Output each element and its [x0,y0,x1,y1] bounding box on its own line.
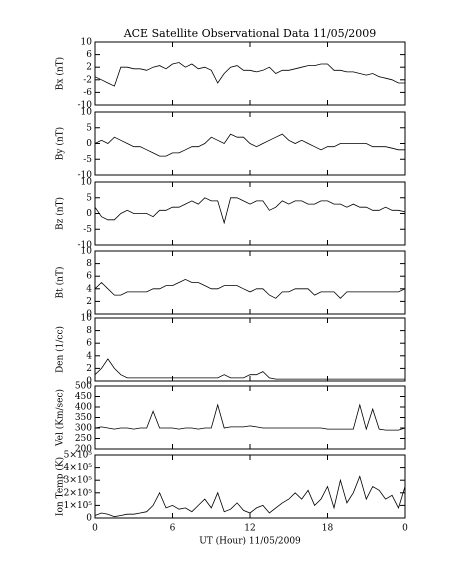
panel-frame [94,385,406,450]
y-tick-label: 400 [75,403,92,413]
data-line [94,475,406,518]
y-tick-label: 4×10⁵ [64,463,93,473]
y-axis-label: Vel (Km/sec) [55,389,66,447]
y-tick-label: 2 [86,297,92,307]
y-tick-label: -5 [83,155,92,165]
y-tick-label: 6 [86,272,92,282]
y-tick-label: -10 [78,171,93,181]
data-line [94,358,405,380]
y-tick-label: 2 [86,364,92,374]
y-tick-label: 1×10⁵ [64,501,93,511]
x-tick-label: 12 [244,524,255,534]
y-tick-label: 6 [86,339,92,349]
panel-frame [94,317,406,382]
y-tick-label: 450 [75,392,92,402]
y-tick-label: 10 [81,178,93,188]
y-tick-label: 300 [75,424,92,434]
y-tick-label: 0 [86,514,92,524]
chart-title: ACE Satellite Observational Data 11/05/2… [123,27,377,40]
x-tick-label: 0 [92,524,98,534]
data-line [94,62,405,87]
y-tick-label: 500 [75,382,92,392]
x-tick-label: 0 [402,524,408,534]
x-tick-label: 6 [170,524,176,534]
y-tick-label: 0 [86,139,92,149]
y-tick-label: -10 [78,241,93,251]
y-tick-label: 0 [86,209,92,219]
y-tick-label: 10 [81,108,93,118]
y-tick-label: -6 [83,88,92,98]
x-axis-label: UT (Hour) 11/05/2009 [199,536,301,547]
data-line [94,403,406,431]
y-axis-label: Ion Temp (K) [55,457,66,516]
y-tick-label: 10 [81,314,93,324]
y-tick-label: 350 [75,413,92,423]
data-line [94,197,406,225]
y-tick-label: -10 [78,101,93,111]
y-axis-label: By (nT) [55,127,66,160]
y-tick-label: 3×10⁵ [64,476,93,486]
y-tick-label: 10 [81,38,93,48]
y-tick-label: 200 [75,445,92,455]
y-tick-label: 2 [86,63,92,73]
data-line [94,133,405,157]
y-tick-label: -2 [83,75,92,85]
y-axis-label: Bt (nT) [55,267,66,299]
y-tick-label: 2×10⁵ [64,488,93,498]
panel-frame [94,454,406,519]
y-tick-label: 0 [86,377,92,387]
data-line [94,278,406,299]
x-tick-label: 18 [322,524,334,534]
y-axis-label: Den (1/cc) [55,326,66,373]
y-tick-label: -5 [83,225,92,235]
y-tick-label: 10 [81,247,93,257]
panel-frame [94,250,406,315]
y-tick-label: 5×10⁵ [64,451,93,461]
y-tick-label: 4 [86,284,92,294]
y-tick-label: 8 [86,259,92,269]
y-tick-label: 8 [86,326,92,336]
y-axis-label: Bz (nT) [55,197,66,230]
y-axis-label: Bx (nT) [55,57,66,90]
y-tick-label: 0 [86,310,92,320]
y-tick-label: 250 [75,434,92,444]
y-tick-label: 6 [86,50,92,60]
y-tick-label: 5 [86,123,92,133]
y-tick-label: 5 [86,193,92,203]
y-tick-label: 4 [86,351,92,361]
